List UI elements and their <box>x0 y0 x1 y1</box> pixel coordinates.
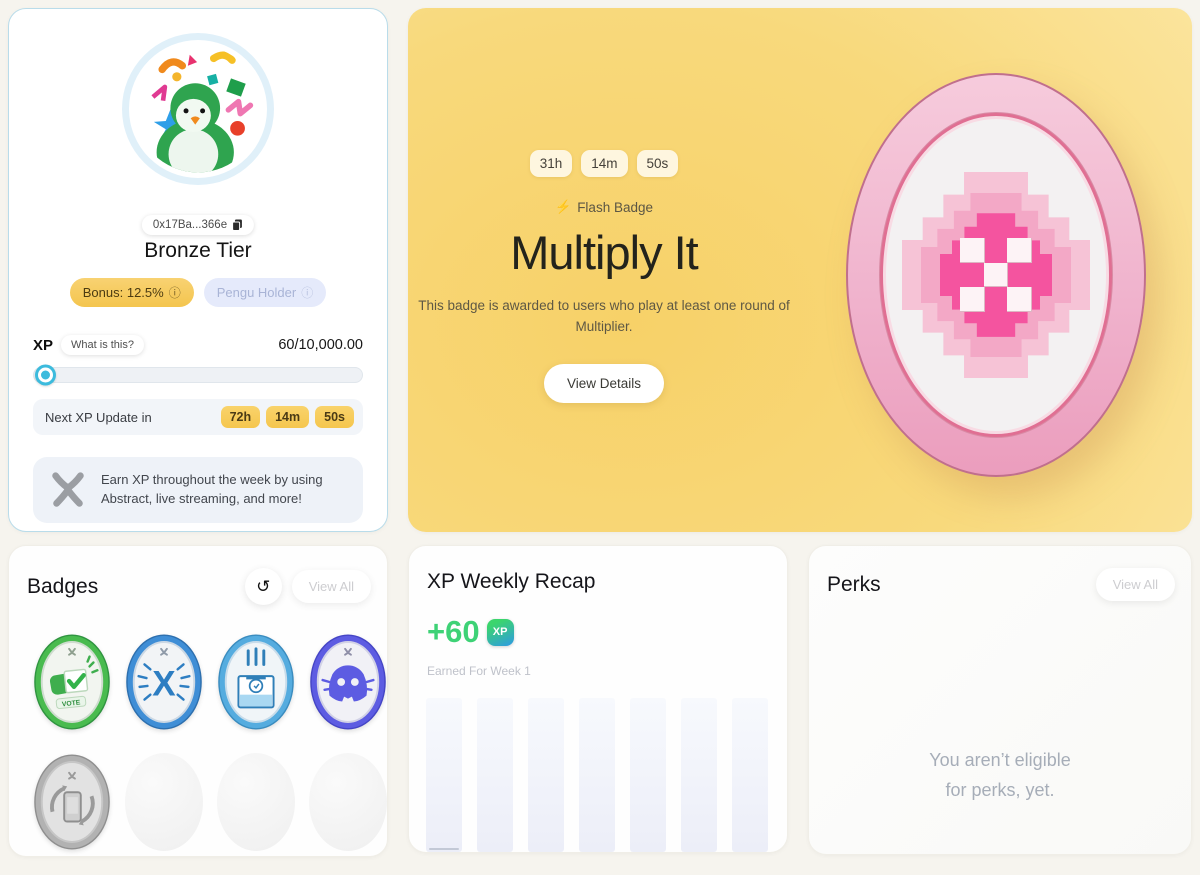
holder-label: Pengu Holder <box>216 285 297 300</box>
xp-progress-bar <box>33 364 363 386</box>
avatar: 0x17Ba...366e <box>122 33 274 235</box>
pengu-holder-pill[interactable]: Pengu Holder ⓘ <box>203 278 327 307</box>
empty-badge-slot <box>125 753 203 851</box>
lightning-icon: ⚡ <box>555 199 572 214</box>
penguin-avatar-image <box>134 45 262 173</box>
vote-badge[interactable]: VOTE <box>33 633 111 731</box>
bar-day-7 <box>732 698 768 852</box>
bar-day-4 <box>579 698 615 852</box>
countdown-seconds: 50s <box>315 406 354 428</box>
xp-value: 60/10,000.00 <box>278 337 363 353</box>
bar-day-5 <box>630 698 666 852</box>
refresh-button[interactable]: ↺ <box>244 568 282 605</box>
bar-day-2 <box>477 698 513 852</box>
bar-day-3 <box>528 698 564 852</box>
countdown-hours: 72h <box>220 406 261 428</box>
weekly-bar-chart <box>426 698 768 852</box>
flash-badge-card: 31h 14m 50s ⚡ Flash Badge Multiply It Th… <box>408 8 1192 532</box>
discord-badge[interactable] <box>309 633 387 731</box>
earn-xp-note-text: Earn XP throughout the week by using Abs… <box>101 472 323 506</box>
bonus-label: Bonus: 12.5% <box>82 285 164 300</box>
copy-icon[interactable] <box>232 219 243 231</box>
pixel-button-art <box>902 172 1090 378</box>
xp-progress-marker <box>35 364 56 386</box>
earn-xp-note: Earn XP throughout the week by using Abs… <box>33 457 363 523</box>
recap-subtitle: Earned For Week 1 <box>427 664 531 678</box>
recap-title: XP Weekly Recap <box>427 570 596 593</box>
flash-countdown-minutes: 14m <box>581 150 628 177</box>
flash-countdown-hours: 31h <box>529 150 573 177</box>
profile-card: 0x17Ba...366e Bronze Tier Bonus: 12.5% ⓘ… <box>8 8 388 532</box>
xp-weekly-recap-card: XP Weekly Recap +60 XP Earned For Week 1 <box>408 545 788 853</box>
bonus-pill[interactable]: Bonus: 12.5% ⓘ <box>69 278 194 307</box>
abstract-logo-icon <box>52 472 84 507</box>
next-xp-update-label: Next XP Update in <box>45 409 152 425</box>
wallet-address: 0x17Ba...366e <box>152 219 228 231</box>
next-xp-update-row: Next XP Update in 72h 14m 50s <box>33 399 363 435</box>
referral-badge[interactable] <box>33 753 111 851</box>
x-badge[interactable]: X <box>125 633 203 731</box>
perks-title: Perks <box>827 572 881 596</box>
perks-empty-line1: You aren’t eligible <box>929 750 1071 770</box>
flash-badge-description: This badge is awarded to users who play … <box>418 298 790 334</box>
badges-view-all-button[interactable]: View All <box>291 570 371 603</box>
tier-title: Bronze Tier <box>144 239 252 262</box>
perks-empty-line2: for perks, yet. <box>945 779 1055 800</box>
countdown-minutes: 14m <box>266 406 310 428</box>
flash-badge-label: Flash Badge <box>577 199 653 215</box>
perks-empty-state: You aren’t eligible for perks, yet. <box>809 746 1191 805</box>
empty-badge-slot <box>309 753 387 851</box>
svg-text:X: X <box>152 665 176 704</box>
info-icon: ⓘ <box>301 286 314 300</box>
perks-view-all-button[interactable]: View All <box>1095 568 1175 601</box>
flash-badge-title: Multiply It <box>510 226 698 279</box>
badges-card: Badges ↺ View All VOTE X <box>8 545 388 857</box>
empty-badge-slot <box>217 753 295 851</box>
svg-text:VOTE: VOTE <box>62 699 82 708</box>
wallet-address-pill[interactable]: 0x17Ba...366e <box>141 215 255 235</box>
flash-countdown: 31h 14m 50s <box>529 150 679 177</box>
perks-card: Perks View All You aren’t eligible for p… <box>808 545 1192 855</box>
bar-day-6 <box>681 698 717 852</box>
badges-title: Badges <box>27 574 99 598</box>
multiplier-medal-image <box>846 73 1146 477</box>
flash-countdown-seconds: 50s <box>636 150 679 177</box>
what-is-this-button[interactable]: What is this? <box>61 335 144 355</box>
xp-chip: XP <box>486 618 514 646</box>
info-icon: ⓘ <box>168 286 181 300</box>
ballot-badge[interactable] <box>217 633 295 731</box>
bar-day-1 <box>426 698 462 852</box>
xp-label: XP <box>33 336 54 354</box>
xp-earned-amount: +60 <box>427 614 480 649</box>
view-details-button[interactable]: View Details <box>543 363 665 403</box>
